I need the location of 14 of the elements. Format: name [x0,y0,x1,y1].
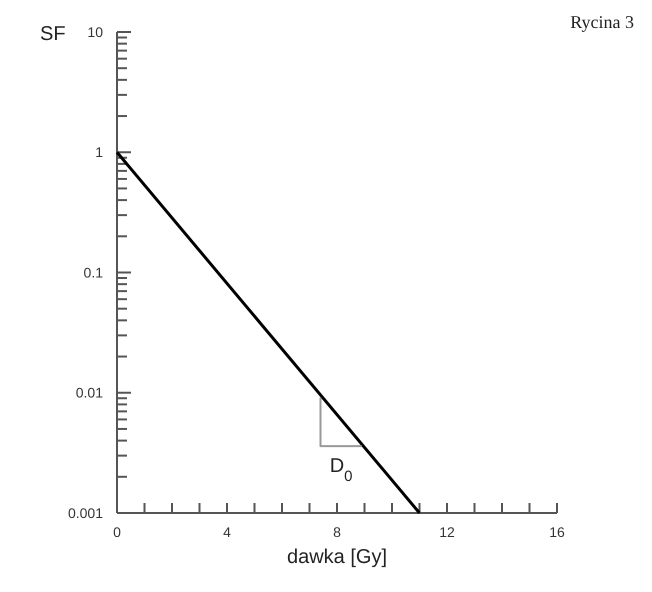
y-tick-label: 10 [87,24,104,40]
y-tick-label: 1 [95,144,104,160]
text: Rycina 3 [570,12,634,32]
x-tick-label: 8 [333,524,342,540]
x-tick-label: 0 [113,524,122,540]
y-tick-label: 0.001 [68,504,104,521]
x-tick-label: 4 [223,524,232,540]
x-axis-title: dawka [Gy] [286,546,388,568]
annotation: D$_{0}$ [330,455,353,485]
y-axis-title: SF [40,23,66,45]
x-tick-label: 16 [549,524,565,540]
y-tick-label: 0.1 [84,264,104,280]
x-tick-label: 12 [439,524,455,540]
y-tick-label: 0.01 [76,384,104,401]
